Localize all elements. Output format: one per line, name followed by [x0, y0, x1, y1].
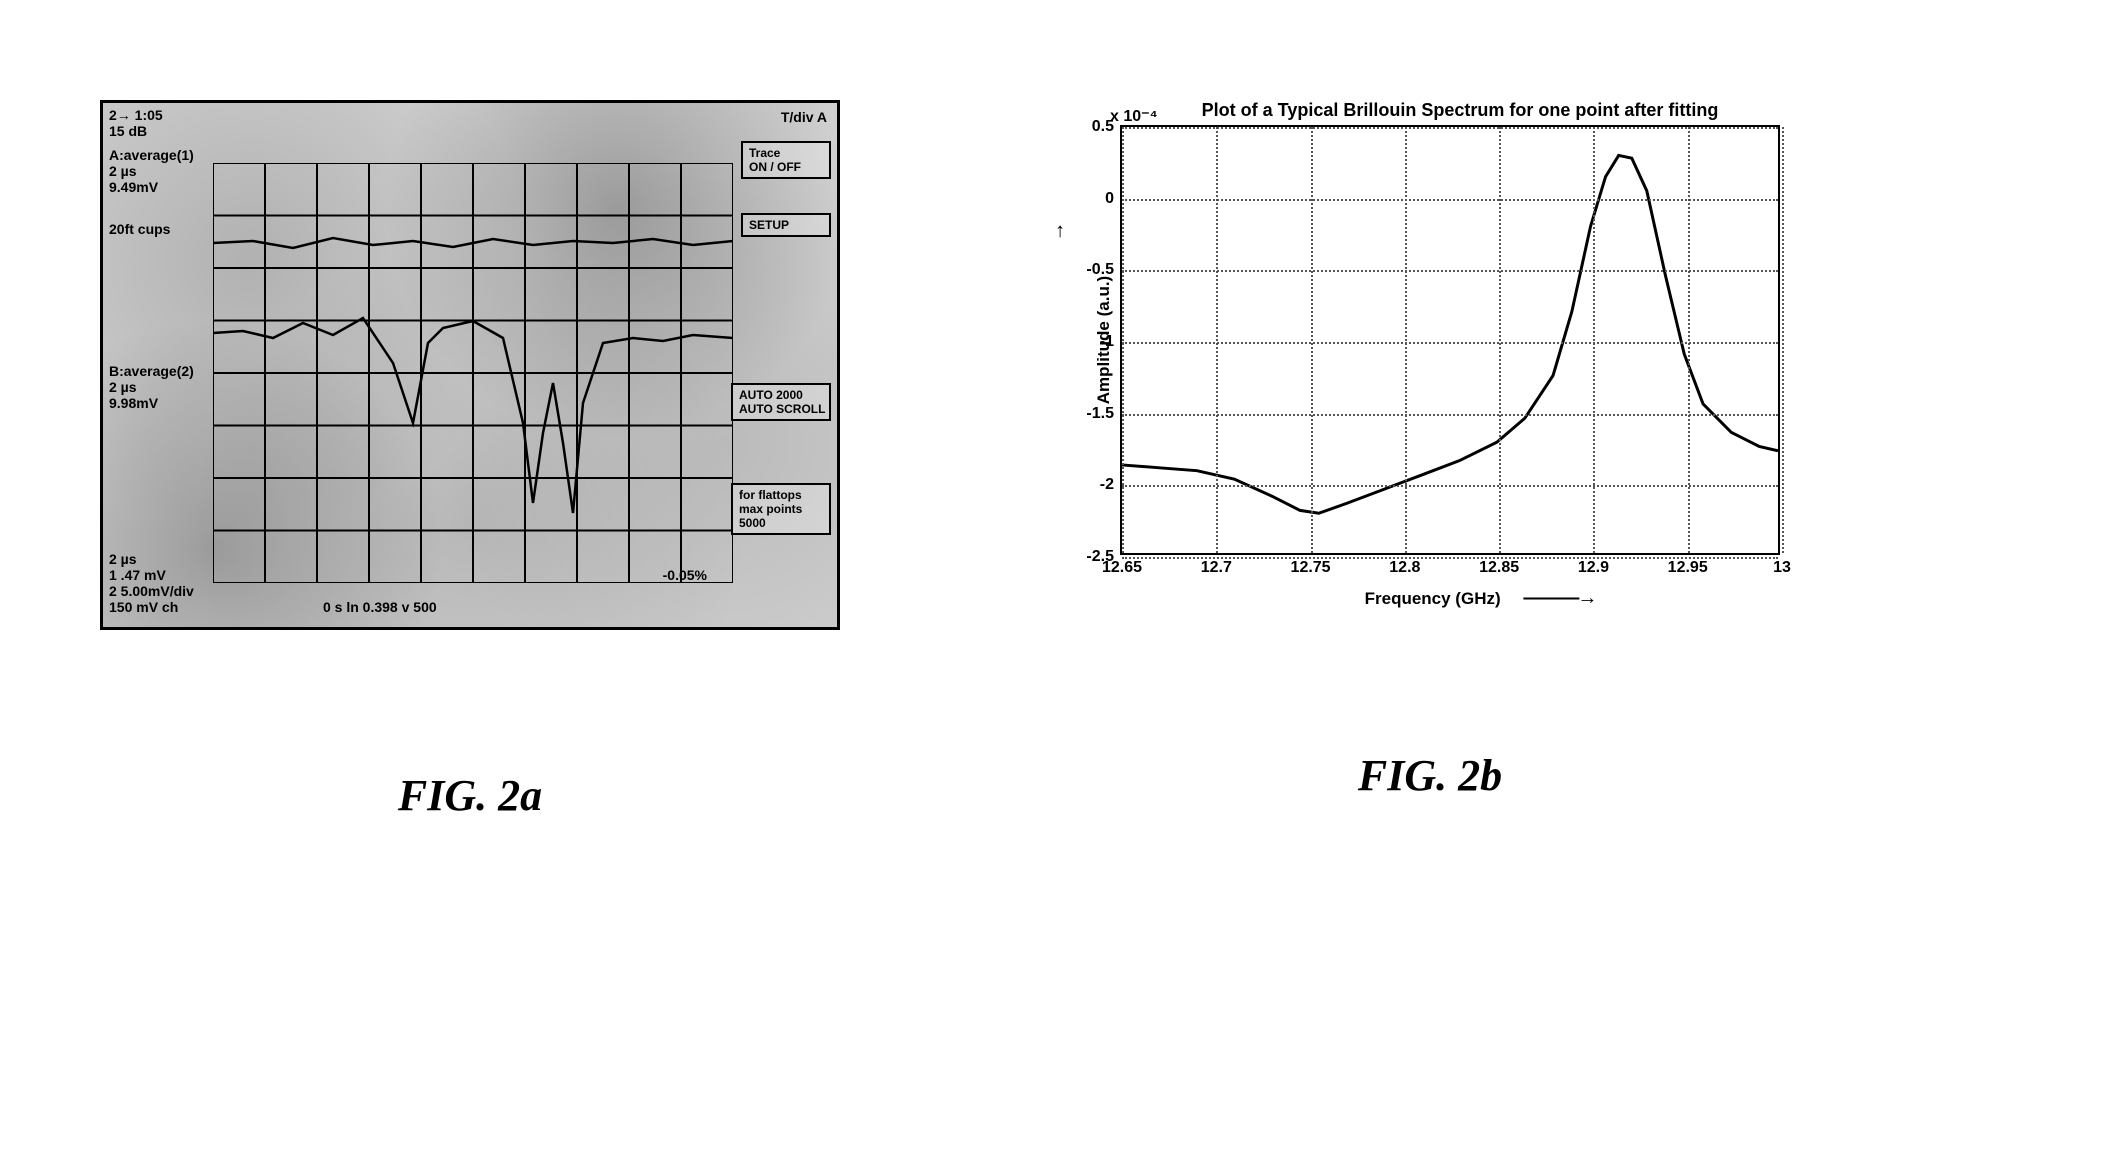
ytick-label: 0	[1105, 190, 1114, 208]
grid-line-h	[1122, 127, 1778, 129]
brillouin-chart: x 10⁻⁴ Plot of a Typical Brillouin Spect…	[1020, 100, 1840, 610]
oscilloscope-screen: 2→ 1:05 15 dB A:average(1) 2 µs 9.49mV 2…	[100, 100, 840, 630]
xtick-label: 13	[1773, 559, 1791, 577]
scope-box-setup: SETUP	[741, 213, 831, 237]
xtick-label: 12.65	[1102, 559, 1142, 577]
scope-grid-svg	[213, 163, 733, 583]
xtick-label: 12.7	[1201, 559, 1232, 577]
grid-line-h	[1122, 342, 1778, 344]
scope-box-auto: AUTO 2000 AUTO SCROLL	[731, 383, 831, 421]
scope-box-auto-l2: AUTO SCROLL	[739, 402, 823, 416]
xlabel-arrow-icon: ———→	[1523, 587, 1595, 610]
ytick-label: -1.5	[1086, 405, 1114, 423]
grid-line-v	[1405, 127, 1407, 553]
caption-2a: FIG. 2a	[398, 770, 542, 821]
plot-area: -2.5-2-1.5-1-0.500.512.6512.712.7512.812…	[1120, 125, 1780, 555]
scope-info-tl1: 2→ 1:05	[109, 107, 163, 123]
grid-line-v	[1593, 127, 1595, 553]
chart-xlabel-text: Frequency (GHz)	[1365, 589, 1501, 608]
scope-info-tl2: 15 dB	[109, 123, 147, 139]
grid-line-v	[1122, 127, 1124, 553]
scope-chB-2: 2 µs	[109, 379, 137, 395]
figure-2a: 2→ 1:05 15 dB A:average(1) 2 µs 9.49mV 2…	[100, 100, 840, 821]
grid-line-h	[1122, 199, 1778, 201]
scope-chA-3: 9.49mV	[109, 179, 158, 195]
grid-line-v	[1216, 127, 1218, 553]
ytick-label: -0.5	[1086, 261, 1114, 279]
scope-bottom-1: 2 µs	[109, 551, 137, 567]
scope-box-trace-l1: Trace	[749, 146, 823, 160]
scope-box-points-l3: 5000	[739, 516, 823, 530]
scope-chB-3: 9.98mV	[109, 395, 158, 411]
caption-2b: FIG. 2b	[1358, 750, 1502, 801]
chart-xlabel: Frequency (GHz) ———→	[1120, 587, 1840, 610]
scope-box-trace-l2: ON / OFF	[749, 160, 823, 174]
scope-box-points-l2: max points	[739, 502, 823, 516]
ytick-label: -1	[1100, 333, 1114, 351]
grid-line-h	[1122, 270, 1778, 272]
scope-chB-1: B:average(2)	[109, 363, 194, 379]
ytick-label: -2	[1100, 476, 1114, 494]
chart-exponent: x 10⁻⁴	[1110, 106, 1158, 126]
scope-box-points-l1: for flattops	[739, 488, 823, 502]
xtick-label: 12.95	[1668, 559, 1708, 577]
ylabel-arrow-icon: →	[1047, 221, 1070, 241]
grid-line-h	[1122, 485, 1778, 487]
grid-line-h	[1122, 414, 1778, 416]
grid-line-v	[1499, 127, 1501, 553]
scope-box-points: for flattops max points 5000	[731, 483, 831, 535]
xtick-label: 12.8	[1389, 559, 1420, 577]
scope-bottom-4: 150 mV ch	[109, 599, 178, 615]
scope-right-top: T/div A	[781, 109, 827, 125]
scope-chA-2: 2 µs	[109, 163, 137, 179]
chart-title: Plot of a Typical Brillouin Spectrum for…	[1080, 100, 1840, 121]
figure-2b: x 10⁻⁴ Plot of a Typical Brillouin Spect…	[1020, 100, 1840, 801]
scope-box-auto-l1: AUTO 2000	[739, 388, 823, 402]
brillouin-line-svg	[1122, 127, 1778, 553]
xtick-label: 12.9	[1578, 559, 1609, 577]
grid-line-v	[1688, 127, 1690, 553]
scope-bottom-3: 2 5.00mV/div	[109, 583, 194, 599]
xtick-label: 12.75	[1291, 559, 1331, 577]
grid-line-v	[1782, 127, 1784, 553]
scope-box-trace: Trace ON / OFF	[741, 141, 831, 179]
scope-chA-1: A:average(1)	[109, 147, 194, 163]
xtick-label: 12.85	[1479, 559, 1519, 577]
ytick-label: 0.5	[1092, 118, 1114, 136]
grid-line-v	[1311, 127, 1313, 553]
scope-bottom-center: 0 s ln 0.398 v 500	[323, 599, 437, 615]
scope-bottom-2: 1 .47 mV	[109, 567, 166, 583]
scope-chA-sub: 20ft cups	[109, 221, 170, 237]
